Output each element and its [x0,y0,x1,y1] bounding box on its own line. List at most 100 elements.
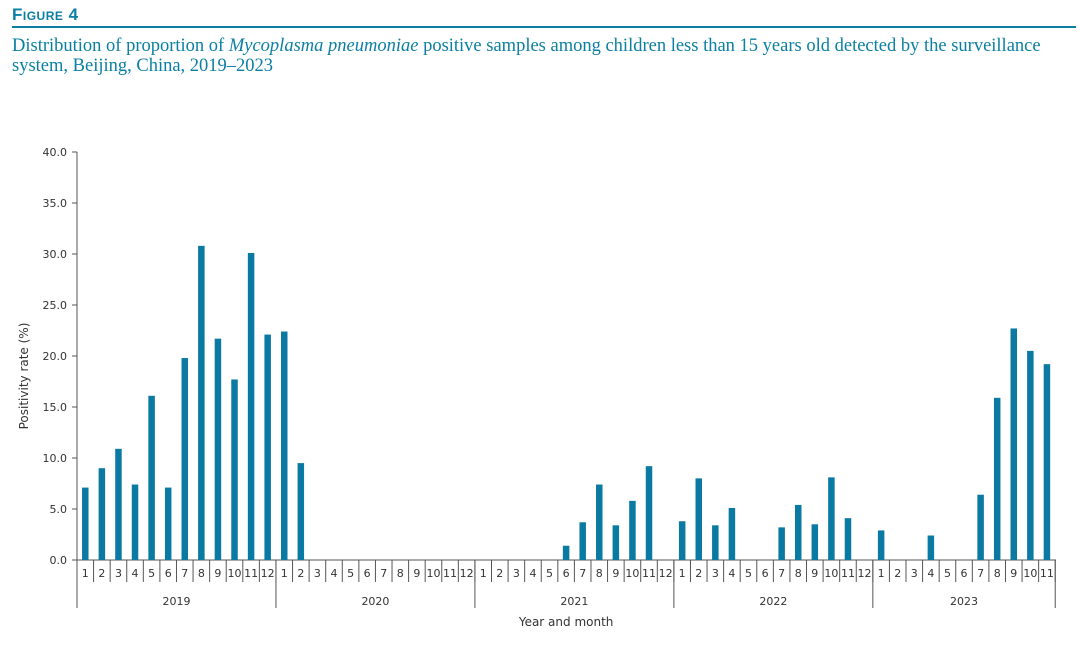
month-label: 9 [214,567,221,580]
bar [993,397,1001,560]
month-label: 1 [480,567,487,580]
month-label: 12 [460,567,474,580]
month-label: 6 [364,567,371,580]
month-label: 7 [778,567,785,580]
bar [794,504,802,560]
month-label: 5 [745,567,752,580]
y-tick-label: 40.0 [43,146,68,159]
y-tick-label: 15.0 [43,401,68,414]
bar [977,494,984,560]
figure-label: Figure 4 [12,5,79,24]
month-label: 3 [115,567,122,580]
y-tick-label: 10.0 [43,452,68,465]
month-label: 9 [1010,567,1017,580]
month-label: 9 [612,567,619,580]
bar [695,478,702,560]
figure-header: Figure 4 Distribution of proportion of M… [12,4,1076,76]
y-tick-label: 35.0 [43,197,68,210]
month-label: 6 [762,567,769,580]
bar [828,477,835,560]
year-label: 2023 [950,595,978,608]
month-label: 8 [994,567,1001,580]
bar [927,535,935,560]
bar [297,463,305,560]
bar [596,484,603,560]
bar [811,524,819,560]
bar [198,245,205,560]
bar [562,545,570,560]
bar [728,507,736,560]
month-label: 6 [563,567,570,580]
bar [115,448,122,560]
bar [844,518,852,560]
year-label: 2022 [759,595,787,608]
figure-rule [12,26,1076,28]
month-label: 7 [579,567,586,580]
title-suffix: positive samples among children less tha… [12,36,1041,76]
figure-title: Distribution of proportion of Mycoplasma… [12,36,1076,76]
bar [181,358,189,560]
bar [579,522,586,560]
month-label: 4 [728,567,735,580]
bar [98,468,106,560]
month-label: 11 [1040,567,1054,580]
bar [231,379,238,560]
month-label: 11 [841,567,855,580]
year-label: 2020 [361,595,389,608]
month-label: 3 [911,567,918,580]
month-label: 10 [228,567,242,580]
month-label: 7 [181,567,188,580]
month-label: 1 [679,567,686,580]
month-label: 2 [297,567,304,580]
month-label: 2 [894,567,901,580]
month-label: 11 [244,567,258,580]
month-label: 12 [261,567,275,580]
x-axis-title: Year and month [518,615,614,629]
month-label: 9 [811,567,818,580]
month-label: 2 [496,567,503,580]
month-label: 10 [824,567,838,580]
bar [1010,328,1018,560]
bar [247,252,255,561]
bar [678,521,686,560]
month-label: 4 [529,567,536,580]
month-label: 5 [148,567,155,580]
month-label: 8 [596,567,603,580]
bar [281,331,288,560]
month-label: 8 [795,567,802,580]
month-label: 8 [198,567,205,580]
y-tick-label: 20.0 [43,350,68,363]
month-label: 7 [380,567,387,580]
bar [877,530,885,560]
month-label: 12 [858,567,872,580]
bar [778,527,785,560]
y-tick-label: 0.0 [50,554,68,567]
month-label: 6 [165,567,172,580]
month-label: 10 [1023,567,1037,580]
month-label: 4 [927,567,934,580]
y-tick-label: 30.0 [43,248,68,261]
month-label: 3 [513,567,520,580]
bar [1043,364,1051,560]
month-label: 1 [281,567,288,580]
month-label: 11 [642,567,656,580]
month-label: 12 [659,567,673,580]
month-label: 3 [712,567,719,580]
bar [148,395,155,560]
month-label: 6 [961,567,968,580]
month-label: 5 [944,567,951,580]
bar [131,484,139,560]
bar [82,487,89,560]
bar [612,525,620,560]
month-label: 4 [330,567,337,580]
month-label: 11 [443,567,457,580]
month-label: 3 [314,567,321,580]
title-species: Mycoplasma pneumoniae [228,36,419,56]
bar [645,466,653,560]
bar [1027,350,1034,560]
month-label: 4 [132,567,139,580]
month-label: 10 [625,567,639,580]
title-prefix: Distribution of proportion of [12,36,229,56]
year-label: 2021 [560,595,588,608]
